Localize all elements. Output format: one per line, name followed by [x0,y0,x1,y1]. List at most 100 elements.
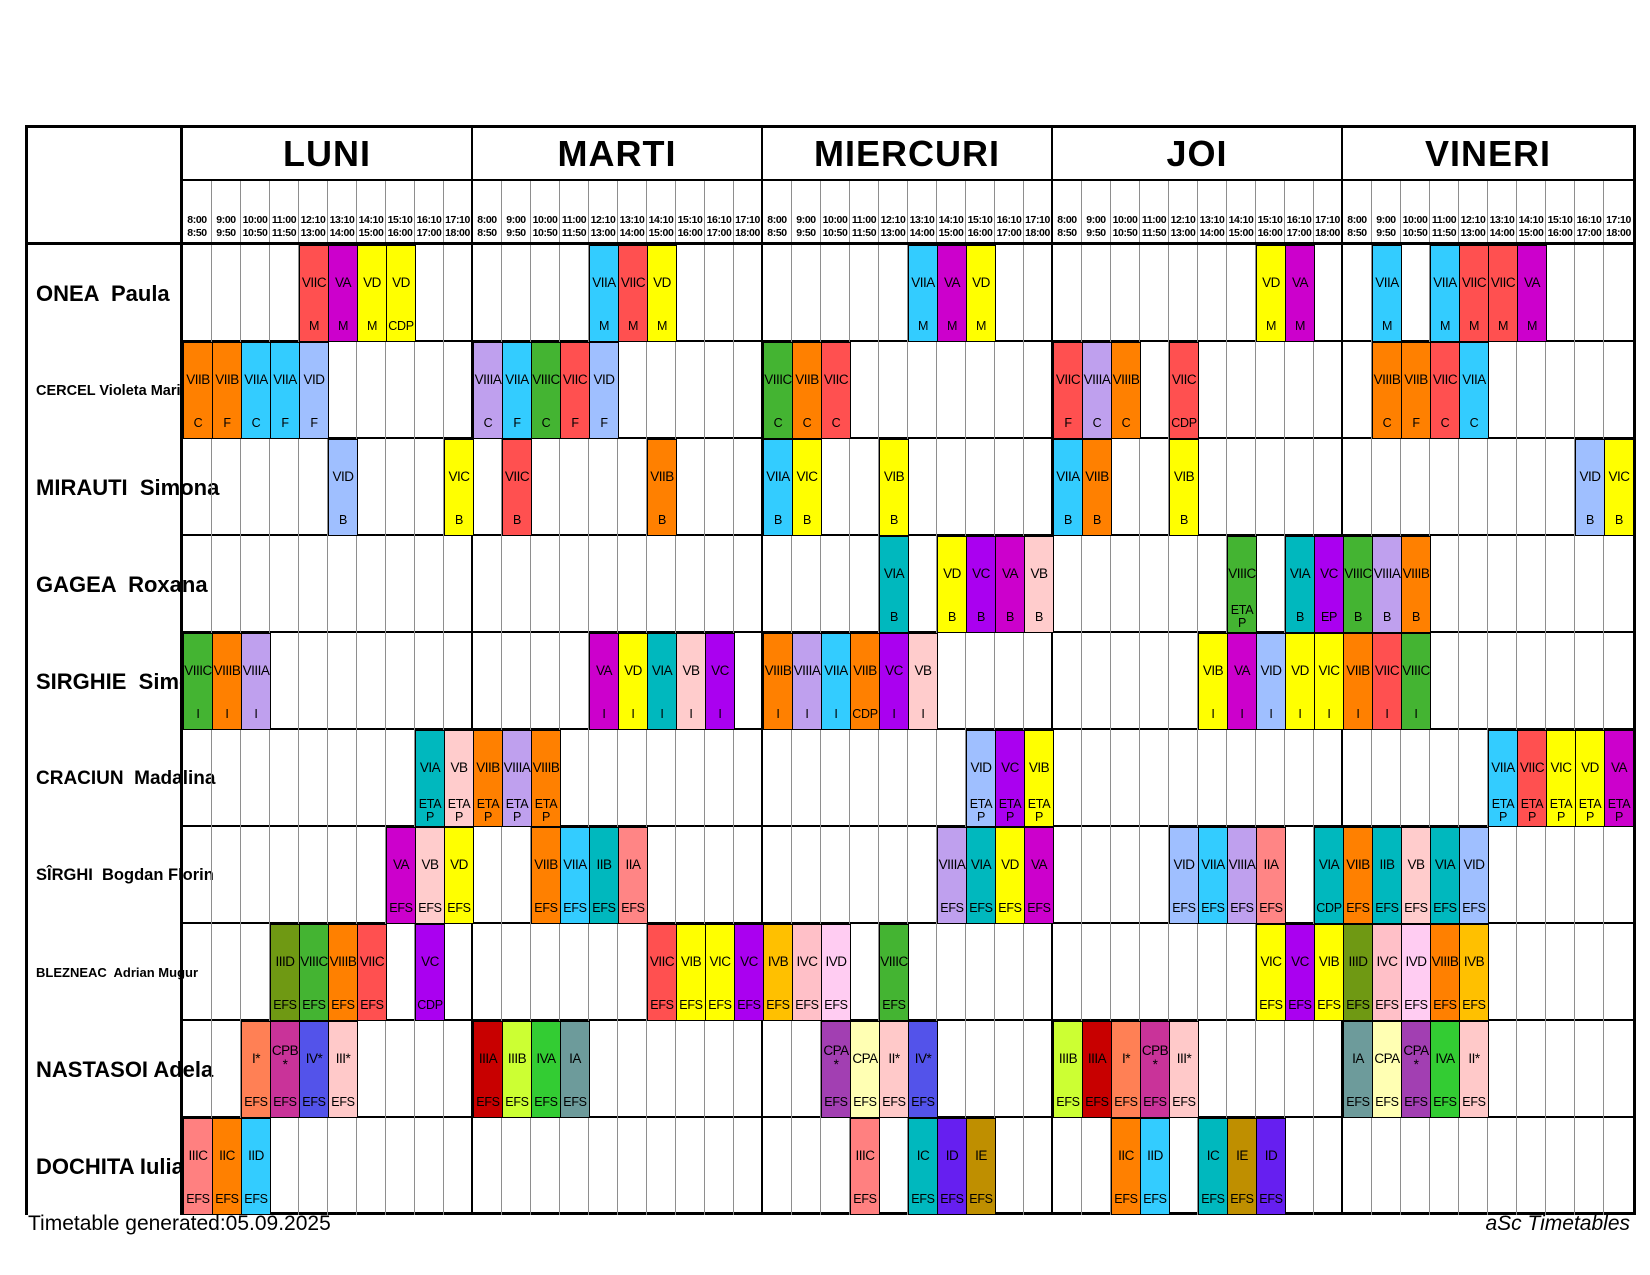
lesson-cell[interactable]: VIIB ETA P [473,730,503,827]
lesson-cell[interactable]: VIIIC EFS [299,924,329,1021]
lesson-cell[interactable]: VIIIA ETA P [502,730,532,827]
lesson-cell[interactable]: IID EFS [241,1118,271,1215]
lesson-cell[interactable]: VIIB I [1343,633,1373,730]
lesson-cell[interactable]: VIIA B [763,439,793,536]
lesson-cell[interactable]: VIIIA EFS [1227,827,1257,924]
lesson-cell[interactable]: IIIA EFS [473,1021,503,1118]
lesson-cell[interactable]: VIIIB C [1372,342,1402,439]
lesson-cell[interactable]: IIID EFS [1343,924,1373,1021]
lesson-cell[interactable]: IC EFS [1198,1118,1228,1215]
lesson-cell[interactable]: VID ETA P [966,730,996,827]
lesson-cell[interactable]: VIB I [1198,633,1228,730]
lesson-cell[interactable]: VC B [966,536,996,633]
lesson-cell[interactable]: VD B [937,536,967,633]
lesson-cell[interactable]: VIIA C [1459,342,1489,439]
lesson-cell[interactable]: VIIA C [241,342,271,439]
lesson-cell[interactable]: VIIC M [1459,245,1489,342]
lesson-cell[interactable]: IVA EFS [1430,1021,1460,1118]
lesson-cell[interactable]: VB I [908,633,938,730]
lesson-cell[interactable]: VIIIC EFS [879,924,909,1021]
lesson-cell[interactable]: IVD EFS [1401,924,1431,1021]
lesson-cell[interactable]: III* EFS [1169,1021,1199,1118]
lesson-cell[interactable]: VA M [937,245,967,342]
lesson-cell[interactable]: ID EFS [937,1118,967,1215]
lesson-cell[interactable]: VIIIC B [1343,536,1373,633]
lesson-cell[interactable]: VIIC M [1488,245,1518,342]
lesson-cell[interactable]: CPA * EFS [821,1021,851,1118]
lesson-cell[interactable]: VIIC F [560,342,590,439]
lesson-cell[interactable]: VD M [966,245,996,342]
lesson-cell[interactable]: IVB EFS [1459,924,1489,1021]
lesson-cell[interactable]: VID B [328,439,358,536]
lesson-cell[interactable]: VD EFS [444,827,474,924]
lesson-cell[interactable]: VIIIC I [183,633,213,730]
lesson-cell[interactable]: VD M [647,245,677,342]
lesson-cell[interactable]: IC EFS [908,1118,938,1215]
lesson-cell[interactable]: IIB EFS [1372,827,1402,924]
lesson-cell[interactable]: IV* EFS [299,1021,329,1118]
lesson-cell[interactable]: VIIA B [1053,439,1083,536]
lesson-cell[interactable]: II* EFS [1459,1021,1489,1118]
lesson-cell[interactable]: VID F [589,342,619,439]
lesson-cell[interactable]: VIIIC I [1401,633,1431,730]
lesson-cell[interactable]: VC ETA P [995,730,1025,827]
lesson-cell[interactable]: VD M [357,245,387,342]
lesson-cell[interactable]: CPA EFS [850,1021,880,1118]
lesson-cell[interactable]: VIIC EFS [357,924,387,1021]
lesson-cell[interactable]: VA M [328,245,358,342]
lesson-cell[interactable]: VB ETA P [444,730,474,827]
lesson-cell[interactable]: I* EFS [241,1021,271,1118]
lesson-cell[interactable]: VIIC CDP [1169,342,1199,439]
lesson-cell[interactable]: VIA EFS [1430,827,1460,924]
lesson-cell[interactable]: VIIB EFS [531,827,561,924]
lesson-cell[interactable]: VIIA M [1430,245,1460,342]
lesson-cell[interactable]: IV* EFS [908,1021,938,1118]
lesson-cell[interactable]: VIIIA C [473,342,503,439]
lesson-cell[interactable]: VIIC F [1053,342,1083,439]
lesson-cell[interactable]: VID B [1575,439,1605,536]
lesson-cell[interactable]: VIIA M [1372,245,1402,342]
lesson-cell[interactable]: III* EFS [328,1021,358,1118]
lesson-cell[interactable]: VC EFS [734,924,764,1021]
lesson-cell[interactable]: VIIIB ETA P [531,730,561,827]
lesson-cell[interactable]: VIIB EFS [1343,827,1373,924]
lesson-cell[interactable]: VIIA M [908,245,938,342]
lesson-cell[interactable]: VIIB CDP [850,633,880,730]
lesson-cell[interactable]: IIIC EFS [183,1118,213,1215]
lesson-cell[interactable]: VIB B [1169,439,1199,536]
lesson-cell[interactable]: II* EFS [879,1021,909,1118]
lesson-cell[interactable]: IVC EFS [792,924,822,1021]
lesson-cell[interactable]: VIA ETA P [415,730,445,827]
lesson-cell[interactable]: CPA EFS [1372,1021,1402,1118]
lesson-cell[interactable]: VA EFS [1024,827,1054,924]
lesson-cell[interactable]: VC CDP [415,924,445,1021]
lesson-cell[interactable]: VID EFS [1459,827,1489,924]
lesson-cell[interactable]: VA EFS [386,827,416,924]
lesson-cell[interactable]: I* EFS [1111,1021,1141,1118]
lesson-cell[interactable]: VA I [1227,633,1257,730]
lesson-cell[interactable]: IIIB EFS [502,1021,532,1118]
lesson-cell[interactable]: VIIIA I [241,633,271,730]
lesson-cell[interactable]: VIIIC C [763,342,793,439]
lesson-cell[interactable]: VIIIA I [792,633,822,730]
lesson-cell[interactable]: VD ETA P [1575,730,1605,827]
lesson-cell[interactable]: VC I [879,633,909,730]
lesson-cell[interactable]: VIIC B [502,439,532,536]
lesson-cell[interactable]: VIB ETA P [1024,730,1054,827]
lesson-cell[interactable]: VD I [618,633,648,730]
lesson-cell[interactable]: VIA B [1285,536,1315,633]
lesson-cell[interactable]: VIC B [1604,439,1634,536]
lesson-cell[interactable]: IE EFS [1227,1118,1257,1215]
lesson-cell[interactable]: VIIB F [212,342,242,439]
lesson-cell[interactable]: VIIIB I [763,633,793,730]
lesson-cell[interactable]: VB EFS [1401,827,1431,924]
lesson-cell[interactable]: VIC I [1314,633,1344,730]
lesson-cell[interactable]: VD I [1285,633,1315,730]
lesson-cell[interactable]: VIIC C [821,342,851,439]
lesson-cell[interactable]: IVB EFS [763,924,793,1021]
lesson-cell[interactable]: VA M [1285,245,1315,342]
lesson-cell[interactable]: VIC EFS [1256,924,1286,1021]
lesson-cell[interactable]: IIB EFS [589,827,619,924]
lesson-cell[interactable]: VIIC ETA P [1517,730,1547,827]
lesson-cell[interactable]: VIIIB B [1401,536,1431,633]
